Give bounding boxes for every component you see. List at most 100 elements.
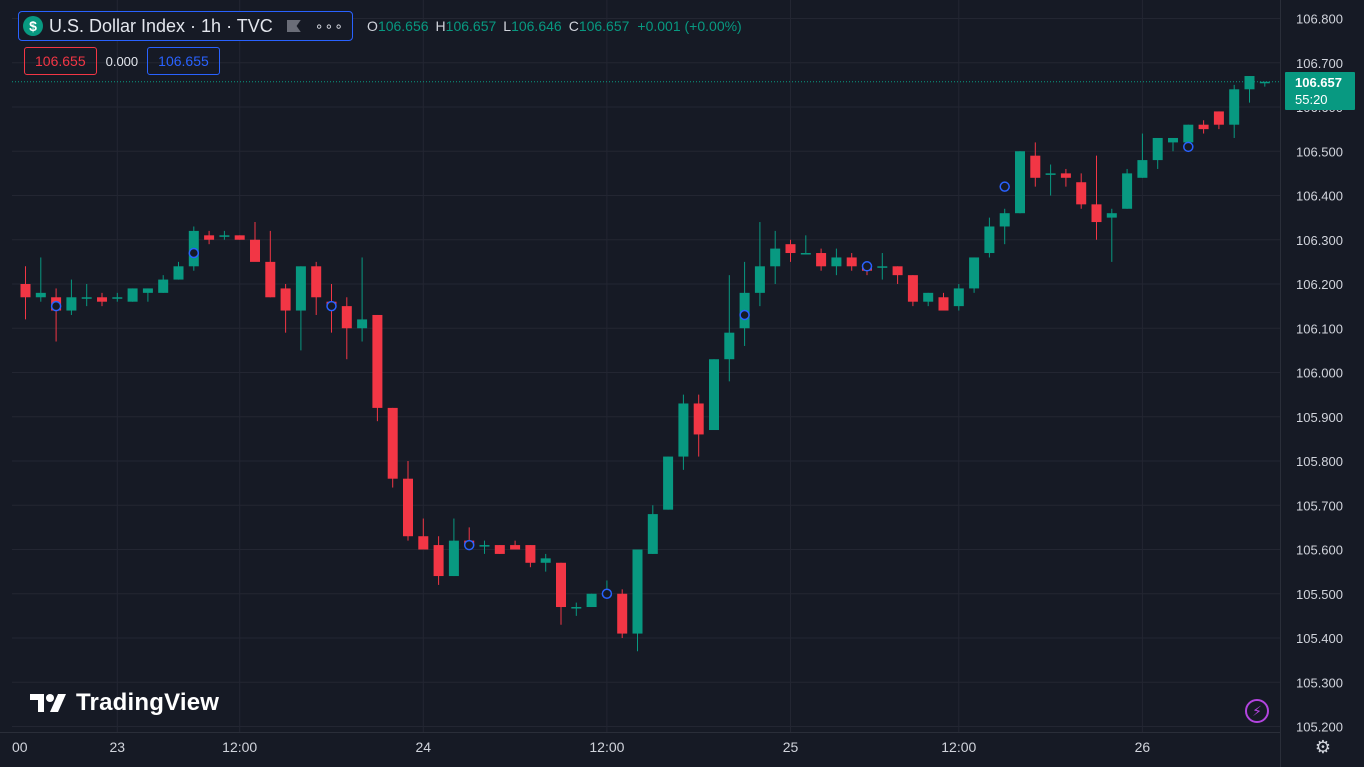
low-label: L (503, 18, 512, 34)
open-value: 106.656 (377, 18, 429, 34)
candle-body (250, 239, 260, 262)
candle-body (877, 266, 888, 268)
candle-body (173, 266, 184, 280)
candle-body (571, 607, 582, 609)
candle-body (724, 332, 735, 360)
candle-body (831, 257, 842, 267)
candle-body (647, 514, 658, 554)
candle-body (20, 284, 31, 298)
price-tick-label: 105.300 (1296, 675, 1343, 690)
price-axis[interactable]: 106.800106.700106.600106.500106.400106.3… (1296, 12, 1343, 735)
candle-body (1183, 124, 1194, 143)
symbol-title: U.S. Dollar Index · 1h · TVC (49, 15, 273, 36)
price-tick-label: 105.400 (1296, 631, 1343, 646)
candle-body (418, 536, 429, 550)
price-tick-label: 106.300 (1296, 233, 1343, 248)
price-tick-label: 106.500 (1296, 144, 1343, 159)
candle-body (1137, 160, 1148, 178)
candle-body (158, 279, 169, 293)
candle-body (1244, 76, 1255, 90)
candlestick-series (20, 76, 1270, 652)
candle-body (311, 266, 322, 298)
event-markers (50, 141, 1194, 599)
time-tick-label: 12:00 (222, 739, 257, 755)
time-tick-label: 24 (416, 739, 432, 755)
candle-body (112, 297, 123, 299)
candle-body (1106, 213, 1117, 218)
event-marker (463, 539, 475, 551)
candle-body (35, 292, 46, 298)
settings-gear-icon[interactable]: ⚙ (1314, 736, 1332, 757)
price-tick-label: 105.900 (1296, 410, 1343, 425)
candle-body (265, 261, 276, 298)
watermark-text: TradingView (76, 689, 220, 716)
price-tick-label: 105.200 (1296, 720, 1343, 735)
candle-body (1076, 182, 1087, 205)
candle-body (892, 266, 903, 276)
candle-body (81, 297, 92, 299)
time-axis[interactable]: 00 23 12:00 24 12:00 25 12:00 26 (12, 739, 1150, 755)
candle-body (907, 275, 918, 302)
candle-body (953, 288, 964, 307)
event-marker (999, 181, 1010, 192)
price-tick-label: 106.800 (1296, 12, 1343, 27)
candle-body (1030, 155, 1041, 178)
candle-body (448, 540, 459, 577)
candle-body (1091, 204, 1102, 223)
candle-body (1213, 111, 1224, 125)
close-value: 106.657 (578, 18, 630, 34)
candle-body (1259, 81, 1270, 84)
candle-body (1122, 173, 1133, 209)
symbol-title-box[interactable]: $ U.S. Dollar Index · 1h · TVC ∘∘∘ (18, 11, 354, 41)
candle-body (770, 248, 781, 267)
candle-body (510, 545, 521, 550)
ohlc-values: O 106.656 H 106.657 L 106.646 C 106.657 +0.0… (367, 18, 742, 34)
more-dots-icon[interactable]: ∘∘∘ (314, 17, 345, 34)
candle-body (816, 253, 827, 267)
time-tick-label: 23 (110, 739, 126, 755)
tradingview-watermark[interactable]: TradingView (28, 689, 219, 717)
high-label: H (435, 18, 446, 34)
open-label: O (367, 18, 378, 34)
candle-body (142, 288, 153, 293)
event-marker (326, 300, 337, 312)
candle-body (938, 297, 949, 311)
candle-body (295, 266, 306, 311)
price-tick-label: 105.800 (1296, 454, 1343, 469)
time-tick-label: 26 (1135, 739, 1151, 755)
flag-icon[interactable] (287, 20, 301, 32)
candle-body (372, 314, 383, 408)
event-marker (739, 309, 750, 321)
candle-body (1152, 137, 1163, 161)
candle-body (663, 456, 674, 510)
last-price-label: 106.657 55:20 (1285, 72, 1355, 110)
candle-body (785, 244, 796, 254)
candle-body (1229, 89, 1240, 125)
candle-body (357, 319, 368, 329)
symbol-legend: $ U.S. Dollar Index · 1h · TVC ∘∘∘ O 106.… (18, 11, 742, 41)
candle-body (693, 403, 704, 435)
time-tick-label: 12:00 (941, 739, 976, 755)
low-value: 106.646 (511, 18, 562, 34)
time-tick-label: 12:00 (589, 739, 624, 755)
event-marker (601, 588, 613, 599)
event-marker (188, 247, 200, 259)
event-marker (1183, 141, 1194, 153)
buy-price-button[interactable]: 106.655 (147, 47, 220, 75)
candle-body (494, 545, 505, 554)
candle-body (1060, 173, 1071, 178)
candle-body (1198, 124, 1209, 130)
candle-body (999, 213, 1010, 227)
dollar-icon: $ (23, 16, 43, 36)
candle-body (678, 403, 689, 457)
trade-prices: 106.655 0.000 106.655 (24, 47, 220, 75)
price-tick-label: 106.000 (1296, 366, 1343, 381)
candle-body (969, 257, 980, 289)
lightning-icon[interactable]: ⚡ (1245, 699, 1269, 723)
candle-body (709, 359, 719, 431)
candle-body (479, 545, 490, 547)
sell-price-button[interactable]: 106.655 (24, 47, 97, 75)
candle-body (754, 266, 765, 293)
event-marker (861, 261, 873, 272)
